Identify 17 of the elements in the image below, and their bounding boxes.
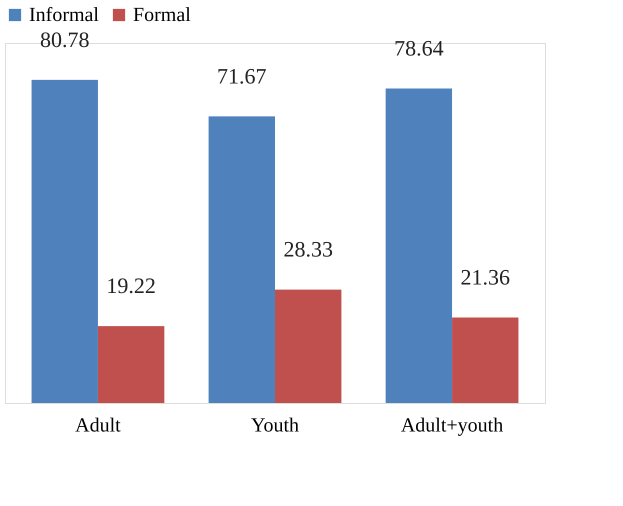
bar: [386, 88, 452, 403]
bar: [208, 116, 275, 403]
x-tick-label: Adult+youth: [400, 414, 504, 436]
bar: [32, 80, 98, 403]
data-label: 28.33: [283, 236, 333, 262]
data-label: 71.67: [217, 63, 267, 88]
legend-label: Informal: [29, 4, 100, 26]
x-tick-label: Adult: [75, 414, 122, 436]
data-label: 21.36: [460, 264, 510, 290]
bar: [98, 326, 164, 403]
x-tick-label: Youth: [251, 414, 299, 436]
data-label: 80.78: [40, 26, 90, 52]
bar: [275, 290, 342, 403]
data-label: 19.22: [106, 273, 156, 298]
bar: [452, 318, 518, 403]
legend-label: Formal: [133, 4, 192, 26]
data-label: 78.64: [394, 35, 444, 60]
